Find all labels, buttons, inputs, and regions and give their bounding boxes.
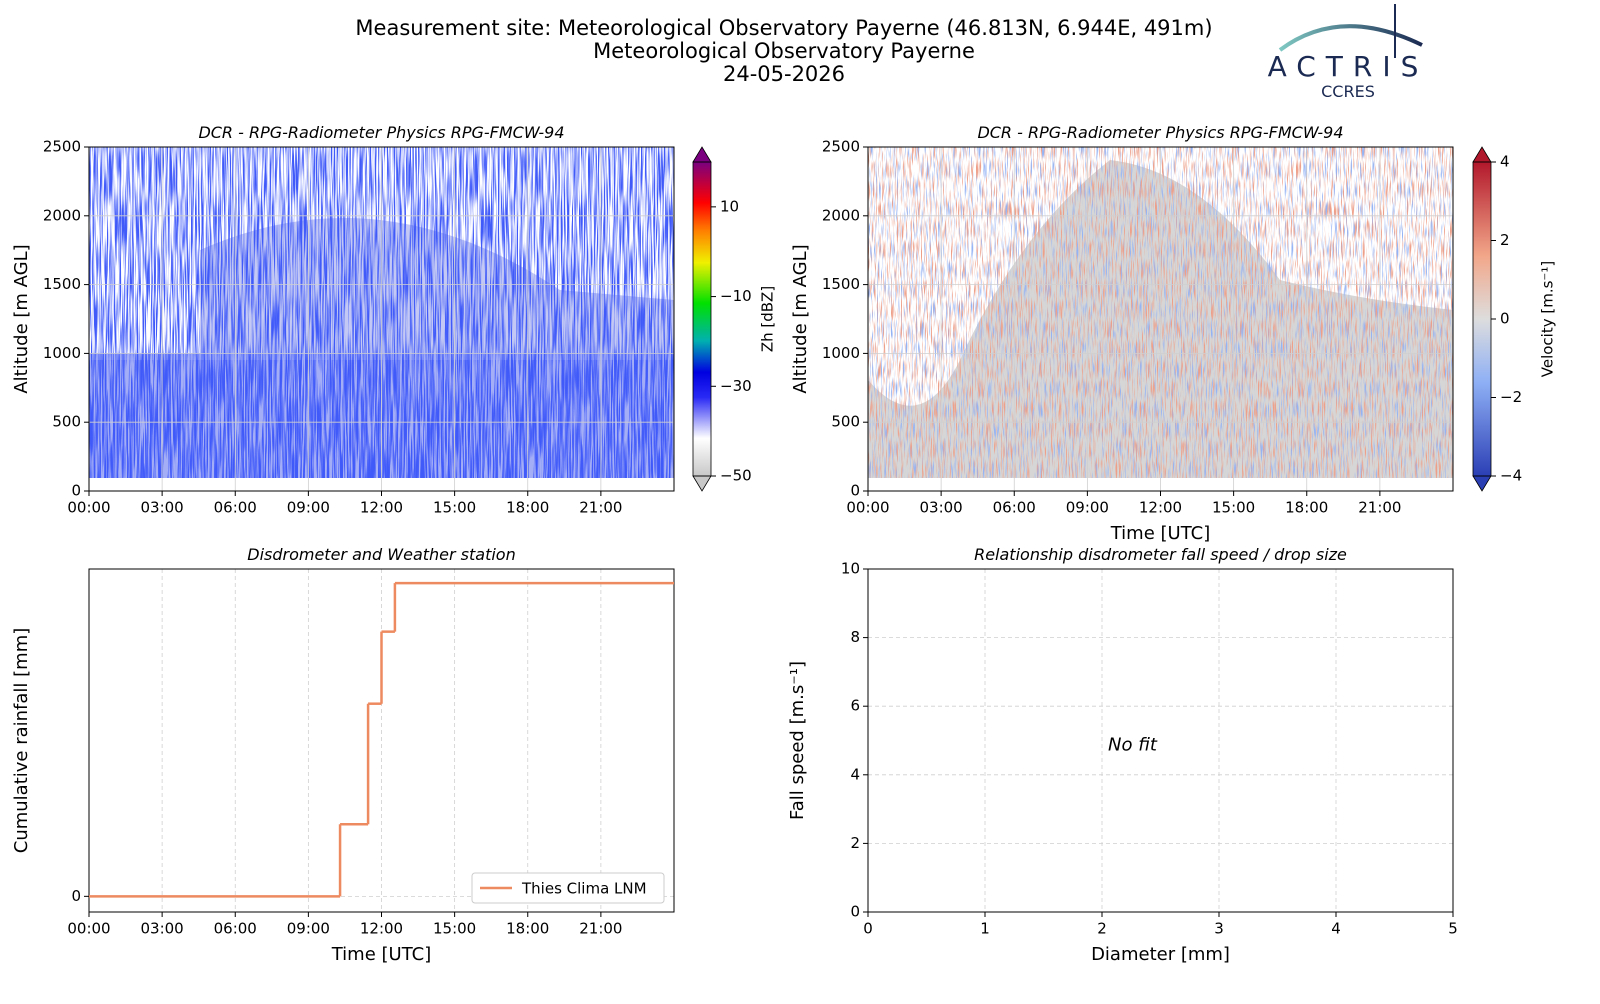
x-tick-label: 0 — [863, 920, 873, 938]
y-tick-label: 2500 — [822, 138, 860, 156]
logo-name: ACTRIS — [1268, 50, 1429, 83]
colorbar-tick-label: 2 — [1500, 231, 1510, 249]
y-tick-label: 4 — [850, 765, 860, 783]
logo-arc — [1278, 24, 1423, 52]
colorbar-frame — [692, 161, 712, 477]
plot-frame — [88, 568, 675, 913]
colorbar-extend — [692, 475, 712, 492]
x-tick-label: 03:00 — [920, 499, 963, 517]
colorbar-tick-label: −50 — [720, 467, 752, 485]
x-tick-label: 12:00 — [1139, 499, 1182, 517]
chart-title: Disdrometer and Weather station — [247, 545, 515, 564]
x-axis-label: Time [UTC] — [331, 944, 432, 965]
y-axis-label: Altitude [m AGL] — [11, 244, 32, 393]
colorbar-tick-label: 4 — [1500, 153, 1510, 171]
y-tick-label: 6 — [850, 697, 860, 715]
y-tick-label: 1500 — [822, 275, 860, 293]
x-tick-label: 06:00 — [214, 920, 257, 938]
x-tick-label: 21:00 — [1358, 499, 1401, 517]
x-tick-label: 18:00 — [506, 920, 549, 938]
colorbar-tick-label: −2 — [1500, 388, 1522, 406]
y-tick-label: 0 — [850, 482, 860, 500]
colorbar-extend — [692, 146, 712, 163]
x-axis-label: Diameter [mm] — [1091, 944, 1230, 965]
header-line: Meteorological Observatory Payerne — [593, 39, 975, 63]
chart-title: DCR - RPG-Radiometer Physics RPG-FMCW-94 — [198, 123, 564, 142]
y-tick-label: 500 — [52, 413, 81, 431]
colorbar — [1473, 162, 1491, 476]
chart-title: Relationship disdrometer fall speed / dr… — [974, 545, 1347, 564]
y-axis-label: Cumulative rainfall [mm] — [11, 628, 32, 854]
x-tick-label: 06:00 — [993, 499, 1036, 517]
colorbar-tick-label: 10 — [720, 197, 739, 215]
logo: ACTRIS CCRES — [1268, 4, 1429, 101]
colorbar-label: Velocity [m.s⁻¹] — [1539, 261, 1557, 377]
x-tick-label: 00:00 — [67, 920, 110, 938]
y-tick-label: 2000 — [822, 206, 860, 224]
x-tick-label: 09:00 — [287, 920, 330, 938]
plot-frame — [88, 146, 675, 492]
x-tick-label: 15:00 — [433, 920, 476, 938]
y-tick-label: 1500 — [43, 275, 81, 293]
colorbar — [693, 162, 711, 476]
x-tick-label: 00:00 — [846, 499, 889, 517]
y-tick-label: 2 — [850, 834, 860, 852]
x-tick-label: 4 — [1331, 920, 1341, 938]
x-tick-label: 18:00 — [506, 499, 549, 517]
x-tick-label: 21:00 — [579, 499, 622, 517]
x-tick-label: 1 — [980, 920, 990, 938]
y-tick-label: 2000 — [43, 206, 81, 224]
x-tick-label: 15:00 — [1212, 499, 1255, 517]
x-tick-label: 00:00 — [67, 499, 110, 517]
x-tick-label: 18:00 — [1285, 499, 1328, 517]
x-tick-label: 5 — [1448, 920, 1458, 938]
colorbar-extend — [1472, 475, 1492, 492]
chart-title: DCR - RPG-Radiometer Physics RPG-FMCW-94 — [977, 123, 1343, 142]
y-tick-label: 1000 — [822, 344, 860, 362]
colorbar-tick-label: −10 — [720, 287, 752, 305]
colorbar-tick-label: 0 — [1500, 310, 1510, 328]
y-tick-label: 8 — [850, 628, 860, 646]
x-tick-label: 21:00 — [579, 920, 622, 938]
y-tick-label: 0 — [850, 903, 860, 921]
x-axis-label: Time [UTC] — [1110, 523, 1211, 544]
header-line: 24-05-2026 — [723, 62, 845, 86]
y-axis-label: Altitude [m AGL] — [790, 244, 811, 393]
y-tick-label: 0 — [71, 887, 81, 905]
colorbar-label: Zh [dBZ] — [759, 286, 777, 352]
logo-sub: CCRES — [1321, 82, 1375, 101]
x-tick-label: 3 — [1214, 920, 1224, 938]
x-tick-label: 06:00 — [214, 499, 257, 517]
colorbar-tick-label: −4 — [1500, 467, 1522, 485]
x-tick-label: 12:00 — [360, 499, 403, 517]
colorbar-extend — [1472, 146, 1492, 163]
x-tick-label: 2 — [1097, 920, 1107, 938]
colorbar-tick-label: −30 — [720, 377, 752, 395]
x-tick-label: 12:00 — [360, 920, 403, 938]
x-tick-label: 03:00 — [141, 499, 184, 517]
y-tick-label: 1000 — [43, 344, 81, 362]
plot-frame — [867, 568, 1454, 913]
y-tick-label: 500 — [831, 413, 860, 431]
x-tick-label: 03:00 — [141, 920, 184, 938]
y-tick-label: 2500 — [43, 138, 81, 156]
x-tick-label: 09:00 — [1066, 499, 1109, 517]
header-line: Measurement site: Meteorological Observa… — [355, 16, 1212, 40]
x-tick-label: 09:00 — [287, 499, 330, 517]
y-tick-label: 0 — [71, 482, 81, 500]
legend-label: Thies Clima LNM — [521, 880, 647, 898]
annotation: No fit — [1108, 735, 1158, 756]
plot-frame — [867, 146, 1454, 492]
y-axis-label: Fall speed [m.s⁻¹] — [787, 661, 808, 820]
legend-box — [471, 872, 665, 904]
y-tick-label: 10 — [841, 560, 860, 578]
x-tick-label: 15:00 — [433, 499, 476, 517]
